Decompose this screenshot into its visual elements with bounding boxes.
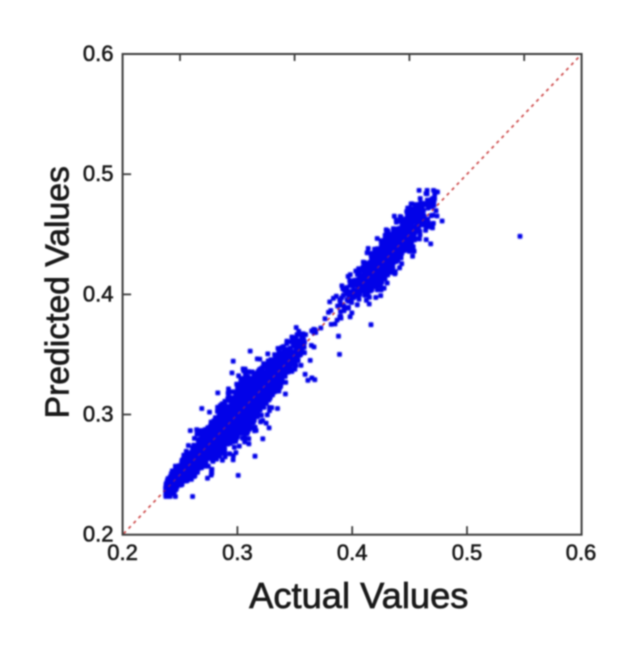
svg-text:0.4: 0.4 bbox=[337, 540, 368, 565]
svg-text:0.2: 0.2 bbox=[83, 522, 114, 547]
svg-text:0.6: 0.6 bbox=[83, 41, 114, 66]
svg-text:Actual Values: Actual Values bbox=[249, 575, 468, 616]
svg-text:0.3: 0.3 bbox=[83, 401, 114, 426]
svg-text:0.6: 0.6 bbox=[566, 540, 597, 565]
svg-text:0.5: 0.5 bbox=[83, 161, 114, 186]
svg-text:0.4: 0.4 bbox=[83, 281, 114, 306]
svg-text:Predicted Values: Predicted Values bbox=[39, 166, 77, 418]
svg-text:0.3: 0.3 bbox=[222, 540, 253, 565]
svg-text:0.2: 0.2 bbox=[107, 540, 138, 565]
svg-text:0.5: 0.5 bbox=[452, 540, 483, 565]
